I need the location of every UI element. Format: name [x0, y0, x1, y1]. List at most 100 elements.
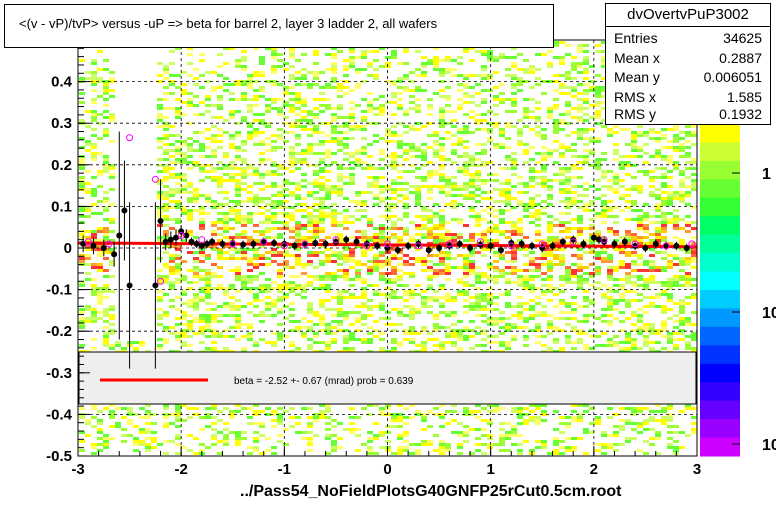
heatmap-cell [517, 413, 523, 416]
heatmap-cell [439, 173, 445, 176]
heatmap-cell [379, 65, 385, 68]
heatmap-cell [175, 335, 181, 338]
heatmap-cell [325, 155, 331, 158]
heatmap-cell [469, 116, 475, 119]
heatmap-cell [163, 404, 169, 407]
heatmap-cell [313, 50, 319, 53]
heatmap-cell [667, 242, 673, 245]
heatmap-cell [247, 446, 253, 449]
heatmap-cell [601, 260, 607, 263]
heatmap-cell [637, 308, 643, 311]
heatmap-cell [529, 449, 535, 452]
heatmap-cell [667, 266, 673, 269]
heatmap-cell [193, 197, 199, 200]
heatmap-cell [169, 227, 175, 230]
heatmap-cell [199, 326, 205, 329]
heatmap-cell [529, 203, 535, 206]
heatmap-cell [613, 269, 619, 272]
heatmap-cell [103, 227, 109, 230]
heatmap-cell [187, 251, 193, 254]
heatmap-cell [427, 197, 433, 200]
heatmap-cell [547, 50, 553, 53]
heatmap-cell [583, 161, 589, 164]
heatmap-cell [559, 311, 565, 314]
heatmap-cell [679, 194, 685, 197]
heatmap-cell [493, 266, 499, 269]
heatmap-cell [289, 125, 295, 128]
heatmap-cell [415, 74, 421, 77]
heatmap-cell [289, 56, 295, 59]
heatmap-cell [457, 290, 463, 293]
heatmap-cell [475, 179, 481, 182]
heatmap-cell [535, 326, 541, 329]
heatmap-cell [397, 107, 403, 110]
heatmap-cell [319, 92, 325, 95]
heatmap-cell [109, 248, 115, 251]
heatmap-cell [175, 176, 181, 179]
heatmap-cell [559, 191, 565, 194]
heatmap-cell [511, 431, 517, 434]
heatmap-cell [259, 140, 265, 143]
heatmap-cell [619, 311, 625, 314]
heatmap-cell [97, 290, 103, 293]
heatmap-cell [163, 179, 169, 182]
heatmap-cell [547, 107, 553, 110]
heatmap-cell [241, 287, 247, 290]
heatmap-cell [325, 107, 331, 110]
heatmap-cell [289, 212, 295, 215]
heatmap-cell [487, 89, 493, 92]
heatmap-cell [421, 347, 427, 350]
heatmap-cell [157, 278, 163, 281]
heatmap-cell [469, 74, 475, 77]
heatmap-cell [565, 230, 571, 233]
heatmap-cell [301, 197, 307, 200]
heatmap-cell [337, 302, 343, 305]
heatmap-cell [217, 248, 223, 251]
heatmap-cell [139, 407, 145, 410]
heatmap-cell [295, 221, 301, 224]
heatmap-cell [523, 278, 529, 281]
heatmap-cell [103, 296, 109, 299]
heatmap-cell [601, 344, 607, 347]
heatmap-cell [583, 404, 589, 407]
heatmap-cell [361, 215, 367, 218]
heatmap-cell [217, 176, 223, 179]
heatmap-cell [505, 317, 511, 320]
heatmap-cell [217, 98, 223, 101]
heatmap-cell [565, 146, 571, 149]
heatmap-cell [331, 419, 337, 422]
heatmap-cell [109, 416, 115, 419]
heatmap-cell [373, 260, 379, 263]
heatmap-cell [307, 344, 313, 347]
heatmap-cell [427, 440, 433, 443]
heatmap-cell [313, 83, 319, 86]
heatmap-cell [109, 347, 115, 350]
heatmap-cell [535, 329, 541, 332]
heatmap-cell [529, 68, 535, 71]
heatmap-cell [601, 452, 607, 455]
heatmap-cell [283, 122, 289, 125]
heatmap-cell [655, 221, 661, 224]
heatmap-cell [265, 104, 271, 107]
heatmap-cell [595, 164, 601, 167]
heatmap-cell [199, 224, 205, 227]
heatmap-cell [433, 290, 439, 293]
heatmap-cell [259, 59, 265, 62]
heatmap-cell [331, 260, 337, 263]
heatmap-cell [319, 416, 325, 419]
heatmap-cell [667, 446, 673, 449]
heatmap-cell [541, 53, 547, 56]
heatmap-cell [97, 422, 103, 425]
heatmap-cell [397, 80, 403, 83]
heatmap-cell [349, 62, 355, 65]
heatmap-cell [601, 257, 607, 260]
heatmap-cell [331, 212, 337, 215]
heatmap-cell [661, 200, 667, 203]
heatmap-cell [595, 44, 601, 47]
heatmap-cell [655, 269, 661, 272]
heatmap-cell [649, 347, 655, 350]
heatmap-cell [109, 140, 115, 143]
data-point [467, 245, 474, 251]
heatmap-cell [583, 272, 589, 275]
heatmap-cell [577, 263, 583, 266]
